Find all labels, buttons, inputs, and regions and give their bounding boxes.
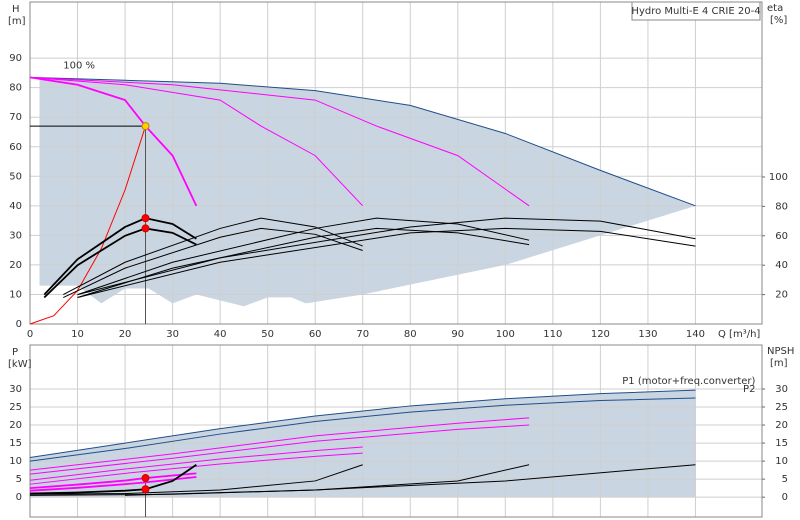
y2-tick-label: 20 [775, 290, 788, 301]
x-tick-label: 130 [638, 329, 657, 340]
curve [29, 389, 696, 458]
y-axis-label: P [12, 347, 18, 358]
y-tick-label: 15 [9, 438, 22, 449]
curve [29, 424, 530, 475]
chart-title: Hydro Multi-E 4 CRIE 20-4 [631, 6, 760, 17]
x-tick-label: 60 [309, 329, 322, 340]
y2-tick-label: 30 [775, 384, 788, 395]
y-axis-unit: [m] [8, 16, 26, 27]
y-tick-label: 90 [9, 53, 22, 64]
operating-point [141, 214, 150, 223]
y-tick-label: 30 [9, 230, 22, 241]
y2-tick-label: 40 [775, 260, 788, 271]
y-tick-label: 50 [9, 171, 22, 182]
curve [43, 217, 197, 296]
y2-axis-unit: [m] [770, 358, 788, 369]
y-tick-label: 10 [9, 456, 22, 467]
y-tick-label: 70 [9, 112, 22, 123]
curve [29, 76, 530, 207]
curve [125, 464, 696, 496]
curve [29, 464, 363, 495]
x-tick-label: 90 [451, 329, 464, 340]
curve [77, 227, 696, 299]
curve [63, 227, 363, 298]
y-tick-label: 80 [9, 83, 22, 94]
x-tick-label: 140 [686, 329, 705, 340]
curve [29, 76, 696, 207]
curve [29, 125, 146, 325]
operating-point [141, 485, 150, 494]
y-tick-label: 20 [9, 420, 22, 431]
operating-point [141, 474, 150, 483]
plot-border [29, 344, 763, 518]
x-tick-label: 10 [71, 329, 84, 340]
y-tick-label: 60 [9, 142, 22, 153]
curve [77, 227, 530, 299]
y2-tick-label: 15 [775, 438, 788, 449]
x-tick-label: 120 [591, 329, 610, 340]
operating-point [141, 224, 150, 233]
curve [77, 217, 530, 296]
y-tick-label: 30 [9, 384, 22, 395]
curve [29, 463, 197, 495]
y-axis-unit: [kW] [8, 359, 32, 370]
y-tick-label: 20 [9, 260, 22, 271]
x-tick-label: 20 [119, 329, 132, 340]
y2-tick-label: 20 [775, 420, 788, 431]
x-tick-label: 70 [356, 329, 369, 340]
y2-tick-label: 10 [775, 456, 788, 467]
y-tick-label: 5 [16, 474, 22, 485]
x-tick-label: 50 [261, 329, 274, 340]
y2-tick-label: 25 [775, 402, 788, 413]
operating-range [39, 77, 696, 307]
x-tick-label: 80 [404, 329, 417, 340]
y2-tick-label: 60 [775, 231, 788, 242]
x-axis-label: Q [m³/h] [718, 329, 760, 340]
y2-tick-label: 80 [775, 201, 788, 212]
plot-border [29, 1, 763, 325]
y-axis-label: H [12, 4, 20, 15]
curve [29, 446, 363, 481]
x-tick-label: 110 [543, 329, 562, 340]
y2-tick-label: 0 [782, 492, 788, 503]
y2-tick-label: 5 [782, 474, 788, 485]
x-tick-label: 0 [27, 329, 33, 340]
x-tick-label: 40 [214, 329, 227, 340]
y2-axis-label: NPSH [767, 346, 794, 357]
curve [77, 217, 696, 296]
y-tick-label: 10 [9, 289, 22, 300]
curve [29, 452, 363, 485]
series-label: P2 [743, 384, 755, 395]
y2-tick-label: 100 [769, 172, 788, 183]
curve [29, 397, 696, 462]
x-tick-label: 30 [166, 329, 179, 340]
curve [43, 227, 197, 299]
curve [29, 76, 198, 207]
y-tick-label: 0 [16, 492, 22, 503]
y-tick-label: 40 [9, 201, 22, 212]
y-tick-label: 25 [9, 402, 22, 413]
annotation: 100 % [63, 61, 95, 72]
y2-axis-unit: [%] [770, 15, 787, 26]
series-label: P1 (motor+freq.converter) [622, 376, 755, 387]
y-tick-label: 0 [16, 319, 22, 330]
curve [63, 217, 363, 296]
curve [29, 417, 530, 471]
title-box [631, 1, 761, 21]
operating-point [141, 122, 150, 131]
curve [29, 472, 197, 490]
curve [29, 76, 364, 207]
y2-axis-label: eta [767, 3, 783, 14]
x-tick-label: 100 [496, 329, 515, 340]
